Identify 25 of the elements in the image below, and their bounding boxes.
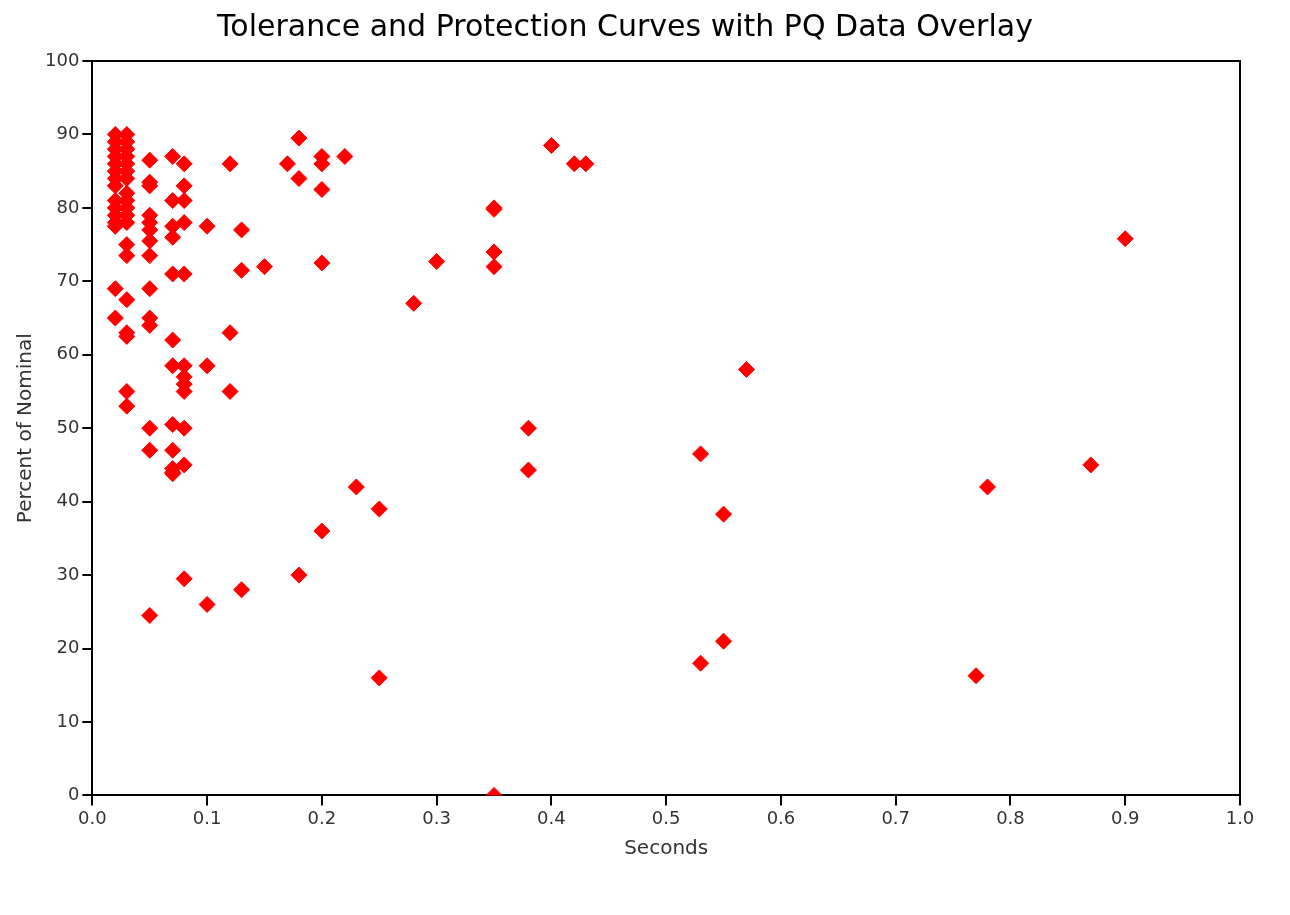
- y-tick-label: 20: [56, 636, 80, 658]
- y-tick-label: 90: [56, 122, 80, 144]
- chart-title: Tolerance and Protection Curves with PQ Data Overlay: [216, 7, 1033, 43]
- y-tick-label: 60: [56, 342, 80, 364]
- x-tick-label: 0.4: [537, 806, 566, 828]
- x-tick-label: 0.7: [881, 806, 911, 828]
- x-tick-label: 0.9: [1110, 806, 1140, 828]
- y-tick-label: 10: [56, 709, 80, 731]
- x-tick-label: 0.0: [78, 806, 107, 828]
- x-tick-label: 0.2: [307, 806, 337, 828]
- y-tick-label: 50: [56, 415, 80, 437]
- x-tick-label: 0.3: [422, 806, 451, 828]
- y-tick-label: 40: [56, 489, 80, 511]
- x-tick-label: 0.6: [766, 806, 796, 828]
- x-tick-label: 0.8: [996, 806, 1025, 828]
- x-tick-label: 1.0: [1225, 806, 1255, 828]
- x-axis-title: Seconds: [624, 835, 709, 860]
- y-tick-label: 70: [56, 268, 80, 290]
- y-tick-label: 0: [67, 783, 80, 805]
- y-tick-label: 100: [45, 48, 80, 70]
- y-tick-label: 30: [56, 562, 80, 584]
- x-tick-label: 0.1: [192, 806, 222, 828]
- y-tick-label: 80: [56, 195, 80, 217]
- y-axis-title: Percent of Nominal: [12, 333, 37, 524]
- x-tick-label: 0.5: [651, 806, 681, 828]
